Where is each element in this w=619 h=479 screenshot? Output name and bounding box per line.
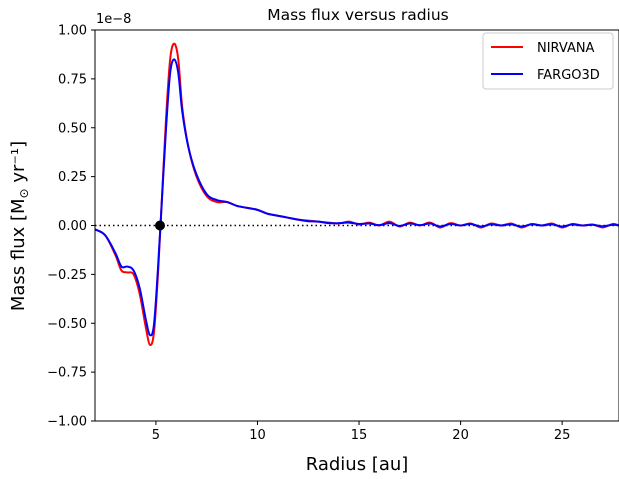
zero-crossing-marker <box>154 220 165 231</box>
x-tick-label: 20 <box>452 428 469 443</box>
y-offset-text: 1e−8 <box>96 12 131 27</box>
y-tick-label: 1.00 <box>58 24 87 39</box>
legend: NIRVANA FARGO3D <box>482 32 614 90</box>
y-tick-label: 0.75 <box>58 72 87 87</box>
x-tick-label: 25 <box>554 428 571 443</box>
y-axis-label: Mass flux [M⊙ yr⁻¹] <box>8 141 31 311</box>
y-tick-label: −0.50 <box>47 317 87 332</box>
y-tick-label: −0.25 <box>47 268 87 283</box>
y-tick-label: −1.00 <box>47 415 87 430</box>
x-tick-label: 10 <box>249 428 266 443</box>
y-tick-label: −0.75 <box>47 366 87 381</box>
y-tick-label: 0.25 <box>58 170 87 185</box>
plot-area: 5 10 15 20 25 −1.00 −0.75 −0.50 −0.25 0.00 0.25 0.5… <box>47 24 619 443</box>
x-tick-label: 15 <box>351 428 368 443</box>
y-tick-label: 0.00 <box>58 219 87 234</box>
y-axis-label-main: Mass flux [M <box>8 198 29 311</box>
legend-label-fargo3d: FARGO3D <box>537 68 600 83</box>
chart-title: Mass flux versus radius <box>267 6 449 24</box>
x-axis-label: Radius [au] <box>306 454 409 475</box>
x-tick-label: 5 <box>152 428 160 443</box>
legend-label-nirvana: NIRVANA <box>537 41 595 56</box>
y-tick-label: 0.50 <box>58 121 87 136</box>
series-line-fargo3d <box>95 58 619 337</box>
y-axis-label-tail: yr⁻¹] <box>8 141 29 189</box>
y-axis-label-subscript: ⊙ <box>17 188 31 198</box>
